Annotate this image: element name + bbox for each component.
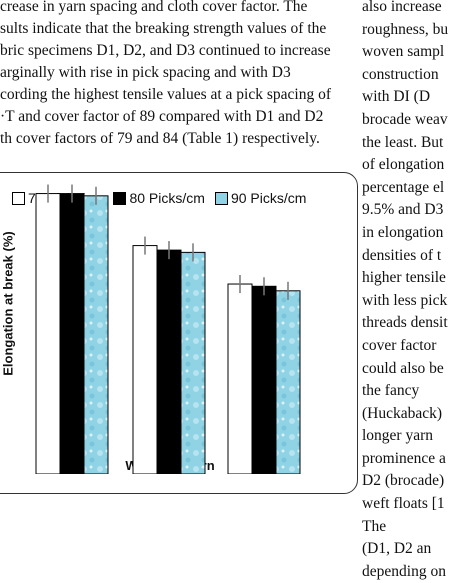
body-text-right-line: also increase — [362, 0, 442, 15]
body-text-right-line: longer yarn — [362, 427, 434, 445]
body-text-left-line: cording the highest tensile values at a … — [0, 86, 332, 103]
body-text-left-line: ·T and cover factor of 89 compared with … — [0, 108, 324, 125]
body-text-right-line: the least. But — [362, 133, 444, 151]
bar-90-group-1 — [83, 195, 109, 474]
body-text-right-line: (D1, D2 an — [362, 540, 432, 558]
body-text-left-line: sults indicate that the breaking strengt… — [0, 20, 327, 37]
bar-70-group-3 — [227, 283, 253, 474]
body-text-right-line: with DI (D — [362, 88, 431, 106]
body-text-left-line: bric specimens D1, D2, and D3 continued … — [0, 42, 331, 59]
legend-label-80: 80 Picks/cm — [129, 190, 205, 206]
body-text-right-line: woven sampl — [362, 43, 445, 61]
body-text-right-line: could also be — [362, 359, 444, 377]
body-text-left-line: crease in yarn spacing and cloth cover f… — [0, 0, 308, 15]
bar-80-group-2 — [156, 249, 182, 474]
body-text-right-line: threads densit — [362, 314, 448, 332]
body-text-right-line: of elongation — [362, 156, 445, 174]
body-text-left-line: arginally with rise in pick spacing and … — [0, 64, 291, 81]
body-text-right-line: in elongation — [362, 223, 444, 241]
body-text-left: crease in yarn spacing and cloth cover f… — [0, 0, 350, 150]
body-text-right-line: prominence a — [362, 449, 446, 467]
bar-90-group-2 — [180, 251, 206, 474]
body-text-right-line: cover factor — [362, 336, 437, 354]
legend-swatch-70 — [12, 191, 25, 205]
legend-swatch-80 — [113, 191, 127, 205]
body-text-right-line: construction — [362, 65, 439, 83]
bar-70-group-1 — [35, 193, 61, 474]
body-text-right-line: The — [362, 517, 387, 535]
bar-80-group-3 — [251, 285, 277, 474]
body-text-right-line: weft floats [1 — [362, 495, 445, 513]
body-text-right-line: brocade weav — [362, 110, 448, 128]
body-text-right-line: depending on — [362, 562, 446, 580]
bar-70-group-2 — [132, 245, 158, 474]
bar-plot — [35, 184, 301, 474]
legend-item-80: 80 Picks/cm — [113, 190, 205, 206]
body-text-right-line: 9.5% and D3 — [362, 201, 444, 219]
body-text-right-line: with less pick — [362, 291, 448, 309]
body-text-right-line: roughness, bu — [362, 20, 449, 38]
body-text-right-line: higher tensile — [362, 269, 446, 287]
body-text-right-line: (Huckaback) — [362, 404, 443, 422]
body-text-right-line: the fancy — [362, 382, 420, 400]
body-text-right-line: densities of t — [362, 246, 442, 264]
body-text-left-line: th cover factors of 79 and 84 (Table 1) … — [0, 130, 320, 147]
bar-90-group-3 — [275, 290, 301, 474]
legend-swatch-90 — [214, 191, 228, 205]
body-text-right-line: percentage el — [362, 178, 445, 196]
legend-label-90: 90 Picks/cm — [230, 190, 307, 206]
legend-item-90: 90 Picks/cm — [214, 190, 307, 206]
bar-80-group-1 — [59, 193, 85, 474]
